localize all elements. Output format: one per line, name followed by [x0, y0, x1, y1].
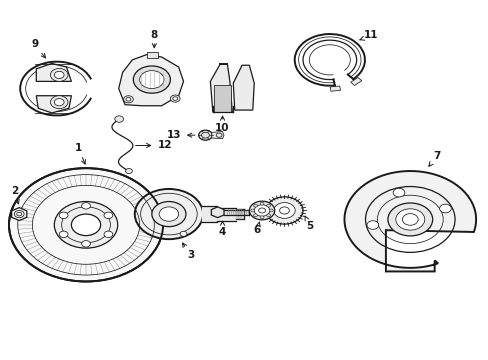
Circle shape	[71, 214, 101, 235]
Circle shape	[266, 214, 270, 217]
Polygon shape	[119, 54, 183, 106]
Polygon shape	[344, 171, 475, 271]
Text: 8: 8	[150, 30, 158, 48]
Circle shape	[366, 221, 378, 229]
Circle shape	[125, 168, 132, 174]
Text: 5: 5	[305, 216, 313, 230]
Circle shape	[140, 71, 163, 89]
Text: 7: 7	[428, 151, 440, 166]
Circle shape	[54, 202, 118, 248]
Circle shape	[159, 207, 178, 221]
Text: 13: 13	[166, 130, 195, 140]
Text: 10: 10	[215, 116, 229, 133]
Circle shape	[254, 205, 269, 216]
Circle shape	[104, 231, 113, 238]
Polygon shape	[12, 208, 27, 221]
Circle shape	[439, 204, 450, 213]
Polygon shape	[36, 96, 71, 113]
Circle shape	[17, 212, 21, 216]
Text: 1: 1	[75, 143, 85, 164]
Circle shape	[152, 202, 185, 226]
Circle shape	[253, 214, 257, 217]
Circle shape	[180, 231, 186, 236]
Polygon shape	[350, 77, 361, 85]
Circle shape	[395, 209, 424, 230]
Circle shape	[392, 188, 404, 197]
Text: 4: 4	[219, 221, 226, 237]
Circle shape	[387, 203, 432, 236]
Text: 3: 3	[182, 243, 194, 260]
Circle shape	[198, 130, 212, 140]
Text: 12: 12	[135, 140, 171, 150]
Circle shape	[133, 66, 170, 93]
Polygon shape	[36, 63, 71, 81]
Text: 9: 9	[31, 40, 45, 58]
Circle shape	[249, 201, 274, 220]
Polygon shape	[211, 207, 224, 218]
Circle shape	[253, 204, 257, 207]
Circle shape	[126, 98, 131, 101]
Circle shape	[250, 209, 254, 212]
Circle shape	[9, 168, 163, 282]
Polygon shape	[210, 64, 232, 112]
Circle shape	[170, 95, 180, 102]
Circle shape	[50, 68, 68, 81]
Circle shape	[54, 99, 64, 106]
Circle shape	[260, 202, 264, 205]
Circle shape	[260, 216, 264, 219]
Polygon shape	[211, 132, 224, 139]
Circle shape	[59, 212, 68, 219]
Circle shape	[81, 240, 90, 247]
Circle shape	[50, 96, 68, 109]
Polygon shape	[233, 65, 254, 110]
Circle shape	[265, 197, 303, 224]
Circle shape	[104, 212, 113, 219]
Circle shape	[115, 116, 123, 122]
Circle shape	[59, 231, 68, 238]
Text: 11: 11	[359, 31, 378, 40]
Polygon shape	[147, 52, 158, 58]
Circle shape	[269, 209, 273, 212]
Circle shape	[266, 204, 270, 207]
Circle shape	[54, 71, 64, 78]
Text: 2: 2	[11, 186, 19, 204]
Polygon shape	[213, 85, 231, 112]
Polygon shape	[329, 86, 340, 91]
Circle shape	[135, 189, 203, 239]
Circle shape	[273, 203, 295, 219]
Circle shape	[123, 96, 133, 103]
Text: 6: 6	[253, 222, 260, 235]
Circle shape	[81, 203, 90, 209]
Circle shape	[172, 97, 177, 100]
